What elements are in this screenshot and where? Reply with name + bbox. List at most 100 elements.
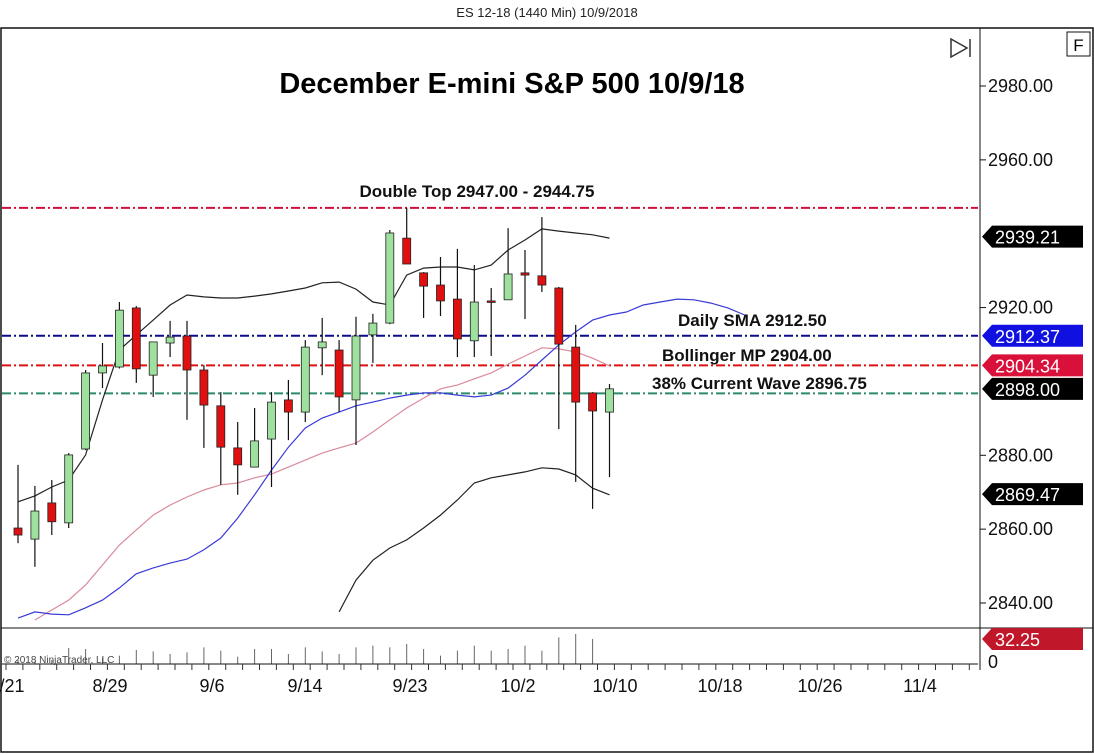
f-button[interactable]: F: [1066, 31, 1091, 57]
chart-header: ES 12-18 (1440 Min) 10/9/2018: [456, 5, 638, 20]
candle-body: [334, 349, 344, 398]
candle: [334, 340, 344, 413]
candle: [283, 379, 293, 441]
indicator-line-3: [17, 298, 745, 619]
candle: [300, 340, 310, 423]
candle: [131, 306, 141, 383]
candle: [452, 248, 462, 358]
volume-flag-bg: [982, 628, 1083, 650]
candle-body: [605, 388, 614, 413]
candle-body: [385, 232, 395, 324]
x-tick-label: /21: [0, 676, 25, 696]
x-tick-label: 10/18: [697, 676, 742, 696]
x-tick-label: 9/6: [199, 676, 224, 696]
candle-body: [436, 284, 445, 302]
candle: [64, 453, 74, 529]
price-flag: 2904.34: [982, 354, 1083, 377]
y-tick-label: 2960.00: [988, 150, 1053, 170]
candle-body: [199, 369, 209, 406]
candle-body: [182, 335, 192, 371]
candle: [419, 272, 429, 318]
candle: [115, 302, 124, 369]
price-flag-text: 2869.47: [995, 485, 1060, 505]
volume-zero-label: 0: [988, 652, 998, 672]
candle: [267, 392, 276, 488]
x-tick-label: 8/29: [92, 676, 127, 696]
chart-title: December E-mini S&P 500 10/9/18: [279, 68, 744, 100]
candle: [148, 341, 158, 397]
price-flag-text: 2912.37: [995, 327, 1060, 347]
candle-body: [131, 307, 141, 370]
candle-body: [64, 454, 74, 524]
x-tick-label: 11/4: [903, 676, 937, 696]
indicator-line-2: [34, 347, 610, 621]
volume-flag: 32.25: [982, 628, 1083, 650]
candle: [368, 313, 378, 363]
price-flag: 2912.37: [982, 324, 1083, 347]
candle: [537, 217, 547, 293]
scroll-to-end-icon: [950, 37, 969, 59]
candle-body: [283, 399, 293, 413]
level-annotation: Bollinger MP 2904.00: [662, 346, 832, 365]
candle: [199, 364, 209, 448]
candle: [436, 256, 445, 317]
price-flag: 2898.00: [982, 377, 1083, 400]
candle: [402, 207, 412, 265]
candle-body: [588, 392, 597, 412]
candle: [317, 317, 327, 376]
candle-body: [317, 341, 327, 349]
candle-body: [250, 440, 260, 468]
price-flag-text: 2904.34: [995, 356, 1060, 376]
y-tick-label: 2920.00: [988, 298, 1053, 318]
candle: [250, 408, 260, 468]
candle: [554, 286, 564, 430]
candle-body: [537, 275, 547, 286]
candle: [588, 392, 597, 509]
price-flag-bg: [982, 324, 1083, 347]
x-tick-label: 10/2: [500, 676, 535, 696]
candle: [13, 464, 23, 544]
candle-body: [47, 502, 57, 523]
x-tick-label: 10/10: [592, 676, 637, 696]
x-tick-label: 9/23: [392, 676, 427, 696]
candle-body: [300, 346, 310, 413]
x-tick-label: 9/14: [287, 676, 322, 696]
candle: [605, 384, 614, 478]
candle-body: [267, 401, 276, 440]
candle: [165, 320, 175, 358]
price-flag-bg: [982, 377, 1083, 400]
price-flag-bg: [982, 354, 1083, 377]
candle: [47, 480, 57, 536]
price-flag-text: 2898.00: [995, 380, 1060, 400]
y-tick-label: 2880.00: [988, 445, 1053, 465]
candle: [216, 392, 226, 485]
level-annotation: Daily SMA 2912.50: [678, 311, 827, 330]
candle: [486, 288, 496, 356]
price-flag: 2939.21: [982, 225, 1083, 248]
indicator-line-1: [338, 467, 610, 613]
candle: [520, 249, 530, 320]
scroll-to-end-button[interactable]: [950, 37, 971, 59]
candle: [351, 316, 361, 445]
candle: [571, 324, 581, 482]
x-tick-label: 10/26: [797, 676, 842, 696]
candle-body: [419, 272, 429, 287]
f-label: F: [1073, 36, 1083, 55]
candle-body: [486, 300, 496, 303]
candle-body: [368, 322, 378, 336]
candle: [385, 230, 395, 325]
price-flag-text: 2939.21: [995, 228, 1060, 248]
candle: [182, 320, 192, 420]
candle: [233, 422, 243, 495]
candle-body: [30, 510, 40, 540]
candle-body: [469, 301, 479, 342]
y-tick-label: 2840.00: [988, 593, 1053, 613]
candle: [81, 369, 90, 451]
candle-body: [233, 447, 243, 466]
candle-body: [554, 287, 564, 345]
y-tick-label: 2980.00: [988, 76, 1053, 96]
candle-body: [165, 336, 175, 344]
y-tick-label: 2860.00: [988, 519, 1053, 539]
level-annotation: 38% Current Wave 2896.75: [652, 374, 867, 393]
